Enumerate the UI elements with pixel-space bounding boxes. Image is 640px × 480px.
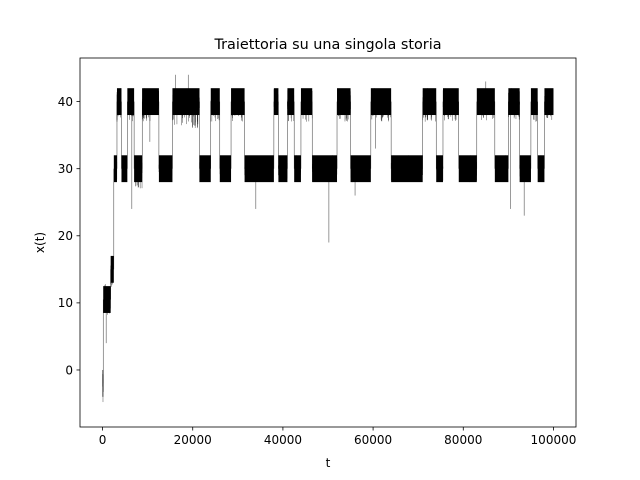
- trajectory-noise: [312, 155, 338, 182]
- trajectory-noise: [110, 257, 113, 287]
- trajectory-noise: [199, 155, 210, 183]
- trajectory-noise: [172, 88, 200, 129]
- x-axis: 0 20000 40000 60000 80000 100000: [99, 427, 577, 447]
- trajectory-segment: [494, 101, 509, 183]
- trajectory-segment: [436, 101, 444, 183]
- trajectory-series: [102, 74, 554, 403]
- trajectory-noise: [391, 155, 423, 183]
- trajectory-band: [103, 286, 111, 313]
- trajectory-segment: [219, 101, 232, 183]
- x-tick-label: 80000: [444, 433, 482, 447]
- trajectory-noise: [531, 88, 538, 122]
- trajectory-noise: [278, 156, 288, 183]
- x-tick-label: 60000: [354, 433, 392, 447]
- trajectory-noise: [287, 89, 294, 122]
- trajectory-band: [158, 155, 173, 183]
- trajectory-segment: [199, 101, 211, 183]
- trajectory-band: [113, 155, 117, 183]
- trajectory-noise: [142, 88, 159, 122]
- y-tick-label: 20: [58, 229, 73, 243]
- trajectory-segment: [102, 299, 104, 403]
- trajectory-segment: [121, 101, 128, 183]
- x-tick-label: 40000: [264, 433, 302, 447]
- trajectory-noise: [422, 88, 436, 122]
- trajectory-noise: [122, 155, 127, 183]
- trajectory-segment: [391, 101, 423, 183]
- trajectory-band: [244, 155, 274, 183]
- trajectory-segment: [142, 88, 160, 169]
- trajectory-noise: [508, 88, 520, 120]
- trajectory-segment: [278, 101, 288, 183]
- x-axis-label: t: [326, 456, 331, 470]
- trajectory-segment: [442, 88, 459, 169]
- trajectory-segment: [287, 88, 295, 169]
- trajectory-segment: [113, 101, 118, 183]
- x-tick-label: 0: [99, 433, 107, 447]
- chart-title: Traiettoria su una singola storia: [213, 37, 441, 53]
- trajectory-noise: [371, 88, 391, 122]
- trajectory-segment: [158, 101, 173, 183]
- trajectory-segment: [294, 101, 302, 183]
- trajectory-segment: [244, 101, 275, 183]
- trajectory-segment: [337, 88, 351, 169]
- trajectory-band: [294, 155, 301, 183]
- trajectory-segment: [172, 88, 200, 169]
- trajectory-noise: [478, 88, 495, 121]
- y-tick-label: 0: [65, 363, 73, 377]
- trajectory-segment: [312, 101, 338, 183]
- trajectory-segment: [508, 88, 520, 169]
- trajectory-noise: [210, 89, 220, 122]
- y-axis: 0 10 20 30 40: [58, 95, 80, 377]
- trajectory-noise: [337, 88, 351, 122]
- x-tick-label: 20000: [174, 433, 212, 447]
- trajectory-segment: [544, 88, 554, 120]
- trajectory-segment: [134, 101, 143, 189]
- x-tick-label: 100000: [531, 433, 577, 447]
- trajectory-noise: [244, 155, 274, 182]
- trajectory-noise: [135, 156, 143, 189]
- trajectory-noise: [459, 155, 477, 183]
- trajectory-segment: [350, 101, 372, 183]
- trajectory-segment: [519, 101, 532, 183]
- trajectory-band: [544, 88, 554, 116]
- trajectory-noise: [116, 88, 121, 122]
- trajectory-segment: [370, 88, 392, 169]
- trajectory-segment: [273, 88, 279, 169]
- trajectory-segment: [530, 88, 538, 169]
- trajectory-noise: [158, 155, 173, 182]
- trajectory-band: [278, 155, 288, 183]
- trajectory-noise: [231, 88, 245, 122]
- trajectory-noise: [495, 155, 508, 182]
- trajectory-noise: [436, 158, 444, 182]
- trajectory-noise: [114, 159, 118, 180]
- trajectory-segment: [103, 269, 111, 315]
- trajectory-segment: [300, 88, 313, 169]
- trajectory-noise: [538, 155, 544, 182]
- y-tick-label: 40: [58, 95, 73, 109]
- trajectory-segment: [458, 101, 477, 183]
- trajectory-noise: [442, 88, 459, 121]
- trajectory-noise: [219, 155, 231, 182]
- y-tick-label: 30: [58, 162, 73, 176]
- trajectory-band: [219, 155, 232, 183]
- trajectory-segment: [422, 88, 437, 169]
- trajectory-noise: [544, 88, 554, 120]
- trajectory-segment: [127, 88, 135, 169]
- y-tick-label: 10: [58, 296, 73, 310]
- trajectory-band: [494, 155, 509, 183]
- trajectory-noise: [350, 155, 371, 183]
- trajectory-segment: [210, 88, 220, 169]
- trajectory-segment: [231, 88, 245, 169]
- plot-frame: [79, 57, 577, 428]
- y-axis-label: x(t): [33, 232, 47, 253]
- trajectory-band: [312, 155, 338, 183]
- trajectory-band: [287, 88, 295, 116]
- trajectory-segment: [116, 88, 122, 169]
- trajectory-band: [391, 155, 423, 183]
- trajectory-segment: [110, 168, 115, 287]
- trajectory-noise: [294, 155, 301, 182]
- trajectory-noise: [273, 88, 279, 115]
- trajectory-segment: [537, 101, 545, 183]
